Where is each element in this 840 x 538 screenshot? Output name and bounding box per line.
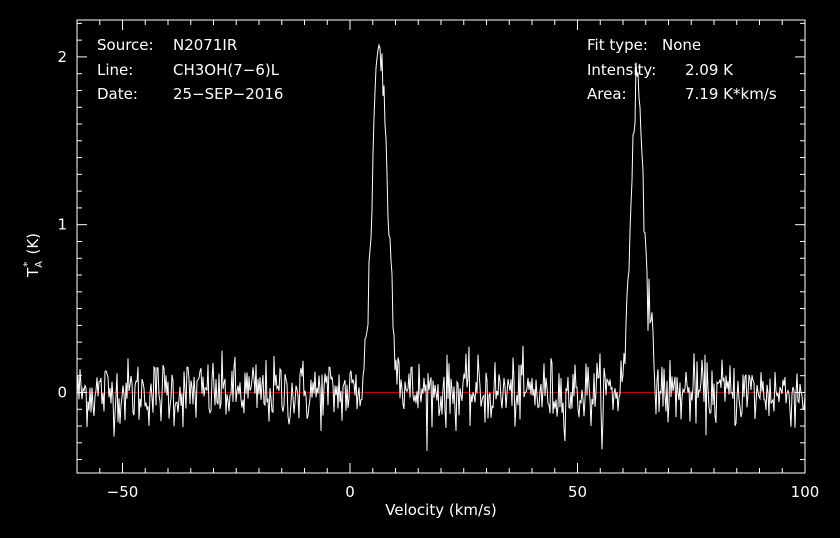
source-value: N2071IR <box>173 36 237 54</box>
intensity-value: 2.09 K <box>685 61 734 79</box>
date-value: 25−SEP−2016 <box>173 85 283 103</box>
line-value: CH3OH(7−6)L <box>173 61 280 79</box>
header-annotations-left: Source: N2071IR Line: CH3OH(7−6)L Date: … <box>97 36 283 103</box>
y-tick-label: 2 <box>57 48 67 66</box>
plot-area: −50 0 50 100 0 1 2 <box>57 19 820 501</box>
date-key: Date: <box>97 85 138 103</box>
y-tick-label: 0 <box>57 383 67 401</box>
source-key: Source: <box>97 36 154 54</box>
area-value: 7.19 K*km/s <box>685 85 777 103</box>
x-tick-label: 50 <box>568 483 587 501</box>
y-axis-label-unit: (K) <box>24 233 42 255</box>
x-tick-label: −50 <box>107 483 139 501</box>
fit-type-key: Fit type: <box>587 36 648 54</box>
y-tick-label: 1 <box>57 216 67 234</box>
x-tick-label: 0 <box>345 483 355 501</box>
svg-text:TA*(K): TA* (K) <box>21 233 45 278</box>
header-annotations-right: Fit type: None Intensity: 2.09 K Area: 7… <box>587 36 777 103</box>
fit-type-value: None <box>662 36 701 54</box>
area-key: Area: <box>587 85 627 103</box>
spectrum-line <box>76 43 806 451</box>
y-axis-label-subscript: A <box>34 261 45 268</box>
y-axis-label-symbol: T <box>24 267 42 278</box>
y-axis-label-superscript: * <box>21 261 34 267</box>
x-tick-label: 100 <box>791 483 820 501</box>
intensity-key: Intensity: <box>587 61 656 79</box>
y-axis-label: TA* (K) <box>21 233 45 278</box>
x-axis-label: Velocity (km/s) <box>385 501 496 519</box>
line-key: Line: <box>97 61 133 79</box>
